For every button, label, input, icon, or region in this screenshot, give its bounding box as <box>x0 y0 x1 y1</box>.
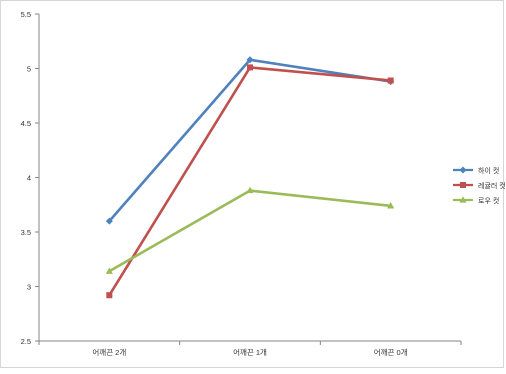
data-point <box>106 292 113 299</box>
series-group <box>105 56 395 299</box>
series-2 <box>106 64 394 299</box>
y-tick-label: 3 <box>27 283 31 292</box>
series-line <box>108 66 391 296</box>
legend-marker <box>459 166 467 174</box>
data-point <box>387 202 395 209</box>
legend-item: 로우 컷 <box>453 196 499 205</box>
y-tick-label: 5 <box>27 65 31 74</box>
legend-label: 하이 컷 <box>478 166 499 175</box>
y-tick-label: 4 <box>27 174 31 183</box>
legend-item: 하이 컷 <box>453 166 499 175</box>
y-tick-label: 3.5 <box>21 228 31 237</box>
x-tick-label: 어깨끈 0개 <box>374 347 408 357</box>
legend-label: 로우 컷 <box>478 196 499 205</box>
legend-item: 레귤러 컷 <box>453 181 506 190</box>
data-point <box>387 77 394 84</box>
y-tick-label: 4.5 <box>21 119 31 128</box>
legend-label: 레귤러 컷 <box>478 181 505 190</box>
legend-marker <box>460 182 466 188</box>
series-3 <box>105 186 395 274</box>
data-point <box>105 267 113 274</box>
series-line <box>108 58 391 222</box>
data-point <box>246 56 254 64</box>
data-point <box>247 64 253 71</box>
data-point <box>105 217 113 225</box>
data-point <box>246 186 254 194</box>
x-tick-labels: 어깨끈 2개 어깨끈 1개 어깨끈 0개 <box>92 347 407 357</box>
series-1 <box>105 56 395 225</box>
x-tick-label: 어깨끈 2개 <box>92 347 126 357</box>
y-tick-labels: 2.5 3 3.5 4 4.5 5 5.5 <box>21 10 31 346</box>
y-tick-label: 5.5 <box>21 10 31 19</box>
legend-marker <box>459 196 467 203</box>
axes <box>35 13 462 345</box>
series-line <box>108 189 391 273</box>
x-tick-label: 어깨끈 1개 <box>233 347 267 357</box>
y-tick-label: 2.5 <box>21 337 31 346</box>
